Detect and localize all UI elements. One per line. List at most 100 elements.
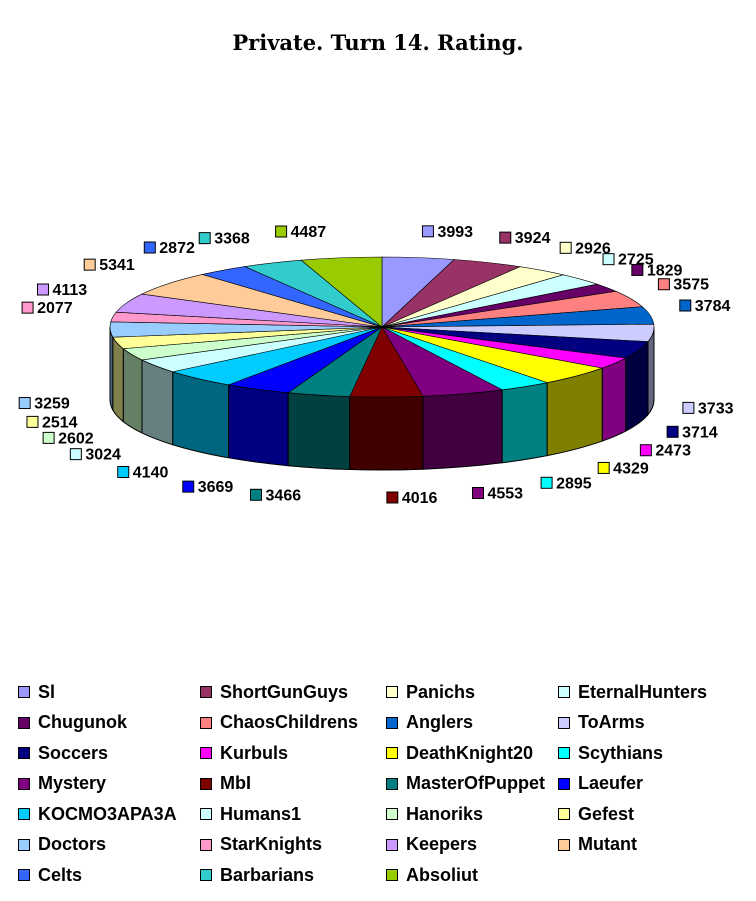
data-label-swatch [36,283,49,296]
data-label-7: 3733 [682,400,734,417]
legend-swatch [558,808,570,820]
legend-swatch [18,838,30,851]
legend-swatch [200,686,212,698]
legend-label: Kurbuls [220,742,289,763]
data-label-value: 2514 [42,414,78,431]
data-label-value: 4487 [291,224,327,241]
legend-swatch [18,686,30,698]
legend-swatch [200,808,212,820]
legend-item: MbI [200,773,251,794]
data-label-value: 2926 [575,240,611,257]
legend-swatch [386,747,398,759]
data-label-20: 3259 [18,396,70,413]
pie-slice-side-12 [422,389,503,470]
legend-swatch [18,716,30,729]
data-label-value: 3993 [437,224,473,241]
data-label-swatch [666,425,679,438]
data-label-swatch [386,491,399,504]
legend-item: EternalHunters [558,682,707,702]
legend-label: Celts [38,864,83,885]
legend-item: Sl [18,682,55,702]
data-label-value: 3575 [673,277,709,294]
legend-item: Doctors [18,834,107,855]
data-label-26: 4487 [275,224,327,241]
data-label-swatch [540,476,553,489]
data-label-value: 4016 [402,490,438,507]
data-label-4: 1829 [631,262,683,279]
data-label-swatch [275,225,288,238]
data-label-6: 3784 [679,298,731,315]
data-label-value: 3368 [214,231,250,248]
legend-swatch [200,869,212,881]
legend-label: Soccers [38,742,109,763]
data-label-swatch [559,241,572,254]
data-label-swatch [198,232,211,245]
legend-swatch [386,716,398,729]
legend-item: KOCMO3APA3A [18,804,177,824]
pie-slice-side-15 [228,384,289,467]
legend-swatch [200,747,212,759]
data-label-swatch [631,263,644,276]
data-label-value: 3259 [34,396,70,413]
data-label-10: 4329 [597,460,649,477]
pie-slice-side-14 [287,392,351,471]
data-label-swatch [682,401,695,414]
legend-item: StarKnights [200,834,322,855]
legend-label: Doctors [38,834,107,854]
pie-slice-side-11 [501,382,548,464]
data-label-swatch [602,253,615,266]
legend-swatch [558,747,570,759]
legend-item: Absoliut [386,865,478,885]
legend-swatch [18,747,30,759]
pie-slice-side-18 [122,347,143,434]
data-label-5: 3575 [657,277,709,294]
legend-label: Hanoriks [406,803,484,824]
legend-item: Mystery [18,773,106,794]
pie-slice-side-13 [349,395,424,471]
data-label-1: 3924 [499,230,550,247]
legend-label: ChaosChildrens [220,712,359,732]
legend-item: Scythians [558,743,663,763]
data-label-11: 2895 [540,475,592,492]
data-label-25: 3368 [198,231,250,248]
legend-item: ToArms [558,712,645,733]
data-label-18: 2602 [42,430,94,447]
legend-swatch [558,777,570,790]
data-label-value: 3669 [198,479,234,496]
legend-label: ToArms [578,712,645,732]
data-label-value: 4140 [133,464,169,481]
data-label-13: 4016 [386,490,438,507]
data-label-swatch [83,258,96,271]
data-label-value: 3784 [695,298,731,315]
legend-label: Scythians [578,742,664,763]
data-label-value: 4553 [487,485,523,502]
legend-item: ShortGunGuys [200,682,348,702]
data-label-15: 3669 [182,479,234,496]
legend-swatch [386,838,398,851]
legend-item: Keepers [386,834,477,855]
data-label-value: 2872 [159,240,195,257]
data-label-value: 2895 [556,475,592,492]
data-label-17: 3024 [69,447,121,464]
legend-label: Barbarians [220,864,315,885]
data-label-19: 2514 [26,414,78,431]
data-label-14: 3466 [250,487,301,504]
legend-swatch [386,869,398,881]
data-label-value: 2602 [58,430,94,447]
legend-label: Humans1 [220,803,302,824]
data-label-22: 4113 [36,282,87,299]
data-label-8: 3714 [666,424,718,441]
data-label-21: 2077 [21,300,73,317]
legend-swatch [558,716,570,729]
legend-swatch [200,838,212,851]
legend-label: Absoliut [406,864,478,885]
data-label-swatch [421,225,434,238]
legend-swatch [558,838,570,851]
data-label-value: 1829 [647,262,683,279]
legend-item: DeathKnight20 [386,743,533,763]
legend-item: Celts [18,865,82,885]
legend-item: Kurbuls [200,743,288,763]
legend-label: Chugunok [38,712,127,732]
data-label-swatch [597,461,610,474]
data-label-swatch [26,415,39,428]
